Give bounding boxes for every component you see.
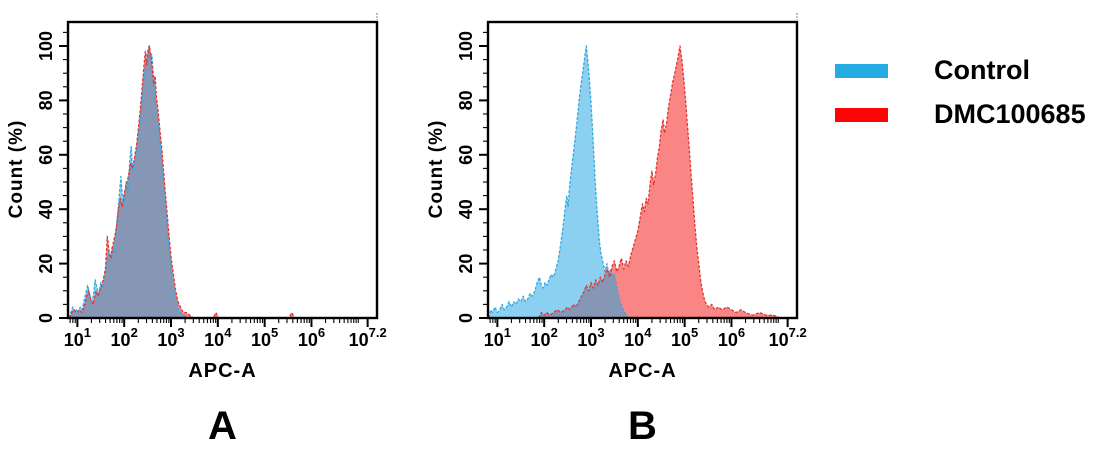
y-axis-label-panel-b: Count (%) bbox=[426, 119, 447, 219]
y-tick-label: 20 bbox=[36, 254, 56, 274]
y-tick-label: 80 bbox=[456, 90, 476, 110]
y-tick-label: 40 bbox=[456, 199, 476, 219]
histogram-area-dmc100685 bbox=[538, 46, 781, 318]
x-tick-label: 105 bbox=[251, 325, 278, 350]
x-tick-label: 103 bbox=[157, 325, 184, 350]
x-tick-label: 104 bbox=[624, 325, 652, 350]
histogram-outline-control bbox=[68, 45, 188, 319]
plot-frame bbox=[66, 20, 379, 320]
panel-letter-a: A bbox=[208, 404, 237, 448]
x-tick-label: 104 bbox=[204, 325, 232, 350]
x-tick-label: 103 bbox=[577, 325, 604, 350]
legend: Control DMC100685 bbox=[835, 57, 1086, 145]
legend-item-control: Control bbox=[835, 57, 1086, 84]
y-axis: 0 20 40 60 80 100 bbox=[456, 31, 487, 323]
y-tick-label: 0 bbox=[36, 313, 56, 323]
x-tick-label: 101 bbox=[484, 325, 511, 350]
x-axis-label-panel-b: APC-A bbox=[608, 360, 677, 382]
y-tick-label: 100 bbox=[456, 31, 476, 61]
histogram-outline-dmc100685 bbox=[69, 45, 296, 319]
x-tick-label: 102 bbox=[111, 325, 138, 350]
y-axis-label-panel-a: Count (%) bbox=[6, 119, 27, 219]
histogram-outline-dmc100685 bbox=[538, 45, 781, 319]
dmc100685-color-swatch bbox=[835, 107, 888, 122]
plot-frame bbox=[486, 20, 799, 320]
y-tick-label: 60 bbox=[456, 145, 476, 165]
x-axis: 101 102 103 104 105 106 107.2 bbox=[64, 319, 387, 350]
y-tick-label: 0 bbox=[456, 313, 476, 323]
y-tick-label: 40 bbox=[36, 199, 56, 219]
x-axis-label-panel-a: APC-A bbox=[188, 360, 257, 382]
x-tick-label: 102 bbox=[531, 325, 558, 350]
histogram-area-control bbox=[488, 46, 629, 318]
y-tick-label: 60 bbox=[36, 145, 56, 165]
y-tick-label: 100 bbox=[36, 31, 56, 61]
histogram-overlap-region bbox=[68, 48, 295, 318]
panel-letter-b: B bbox=[628, 404, 657, 448]
x-tick-label: 105 bbox=[671, 325, 698, 350]
x-tick-label: 107.2 bbox=[349, 325, 387, 350]
legend-item-dmc100685: DMC100685 bbox=[835, 101, 1086, 128]
x-tick-label: 107.2 bbox=[769, 325, 807, 350]
y-tick-label: 80 bbox=[36, 90, 56, 110]
histogram-outline-control bbox=[488, 45, 630, 319]
y-axis: 0 20 40 60 80 100 bbox=[36, 31, 67, 323]
x-tick-label: 106 bbox=[718, 325, 745, 350]
panel-b-plot: 101 102 103 104 105 106 107.2 0 20 40 60 80 100 bbox=[456, 13, 807, 350]
legend-label-dmc100685: DMC100685 bbox=[934, 99, 1086, 129]
x-tick-label: 106 bbox=[298, 325, 325, 350]
panel-a-plot: 101 102 103 104 105 106 107.2 0 20 40 60 80 100 bbox=[36, 13, 387, 350]
y-tick-label: 20 bbox=[456, 254, 476, 274]
control-color-swatch bbox=[835, 63, 888, 78]
legend-label-control: Control bbox=[934, 55, 1030, 85]
x-axis: 101 102 103 104 105 106 107.2 bbox=[484, 319, 807, 350]
x-tick-label: 101 bbox=[64, 325, 91, 350]
